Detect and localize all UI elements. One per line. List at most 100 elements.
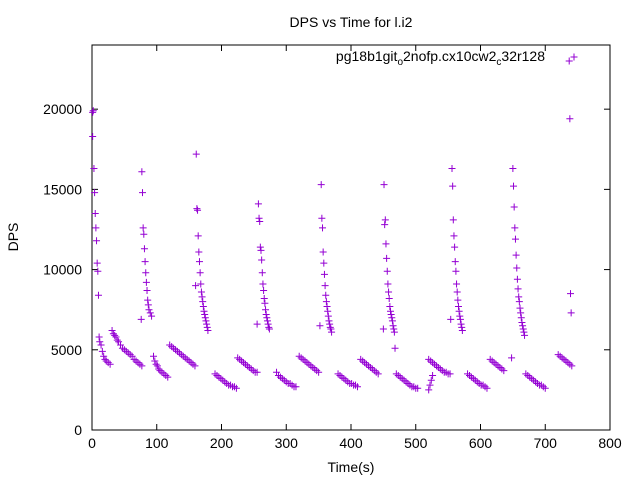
data-point	[179, 352, 187, 360]
data-point	[256, 243, 264, 251]
data-point	[406, 381, 414, 389]
data-point	[108, 327, 116, 335]
data-point	[342, 376, 350, 384]
data-point	[258, 256, 266, 264]
data-point	[396, 373, 404, 381]
data-point	[193, 205, 201, 213]
data-point	[533, 379, 541, 387]
data-point	[464, 370, 472, 378]
data-point	[524, 371, 532, 379]
data-point	[255, 214, 263, 222]
data-point	[453, 280, 461, 288]
data-point	[286, 379, 294, 387]
data-point	[297, 354, 305, 362]
data-point	[458, 327, 466, 335]
data-point	[384, 280, 392, 288]
data-point	[273, 368, 281, 376]
data-point	[136, 360, 144, 368]
data-point	[530, 376, 538, 384]
data-point	[522, 370, 530, 378]
data-point	[158, 368, 166, 376]
data-point	[280, 376, 288, 384]
data-point	[425, 386, 433, 394]
data-point	[96, 338, 104, 346]
data-point	[116, 341, 124, 349]
data-point	[144, 296, 152, 304]
data-point	[479, 381, 487, 389]
data-point	[201, 311, 209, 318]
x-tick-label: 100	[145, 435, 169, 451]
data-point	[380, 181, 388, 189]
data-point	[236, 355, 244, 363]
data-point	[483, 384, 491, 392]
legend-marker-symbol	[570, 53, 578, 61]
data-point	[381, 216, 389, 224]
data-point	[338, 373, 346, 381]
data-point	[508, 354, 516, 362]
data-point	[155, 365, 163, 373]
data-point	[128, 352, 136, 360]
data-point	[192, 282, 200, 290]
data-point	[321, 282, 329, 290]
data-point	[219, 376, 227, 384]
data-point	[370, 367, 378, 375]
data-point	[386, 307, 394, 315]
data-point	[89, 132, 97, 140]
chart-title: DPS vs Time for l.i2	[290, 14, 413, 30]
data-point	[111, 331, 119, 339]
data-point	[451, 258, 459, 266]
data-point	[142, 278, 150, 286]
data-point	[513, 264, 521, 272]
data-point	[253, 368, 261, 376]
data-point	[243, 362, 251, 370]
data-point	[526, 373, 534, 381]
data-point	[512, 251, 520, 259]
data-point	[521, 331, 529, 339]
data-point	[274, 371, 282, 379]
data-point	[97, 341, 105, 349]
data-point	[191, 362, 199, 370]
data-point	[488, 357, 496, 365]
data-point	[519, 322, 527, 330]
data-point	[142, 269, 150, 277]
data-point	[146, 309, 154, 317]
data-point	[473, 378, 481, 386]
data-point	[263, 317, 271, 325]
data-point	[260, 286, 268, 294]
data-point	[383, 267, 391, 275]
data-point	[452, 267, 460, 275]
data-point	[166, 341, 174, 349]
data-point	[164, 373, 172, 381]
data-point	[498, 365, 506, 373]
data-point	[372, 368, 380, 376]
data-point	[172, 346, 180, 354]
data-point	[386, 302, 394, 310]
data-point	[104, 359, 112, 367]
data-point	[517, 309, 525, 317]
data-point	[516, 304, 524, 312]
data-point	[122, 347, 130, 355]
data-point	[319, 248, 327, 256]
data-point	[492, 360, 500, 368]
data-point	[434, 363, 442, 371]
data-point	[253, 320, 261, 328]
data-point	[340, 375, 348, 383]
data-point	[288, 381, 296, 389]
data-point	[410, 383, 418, 391]
data-point	[490, 359, 498, 367]
data-point	[324, 312, 332, 320]
data-point	[322, 291, 330, 299]
data-point	[554, 351, 562, 359]
data-point	[130, 355, 138, 363]
data-point	[259, 280, 267, 288]
data-point	[322, 298, 330, 306]
data-point	[195, 248, 203, 256]
data-point	[442, 368, 450, 376]
data-point	[515, 293, 523, 301]
data-point	[449, 216, 457, 224]
data-point	[511, 235, 519, 243]
data-point	[456, 315, 464, 323]
data-point	[457, 320, 465, 328]
data-point	[132, 357, 140, 365]
data-point	[264, 320, 272, 328]
